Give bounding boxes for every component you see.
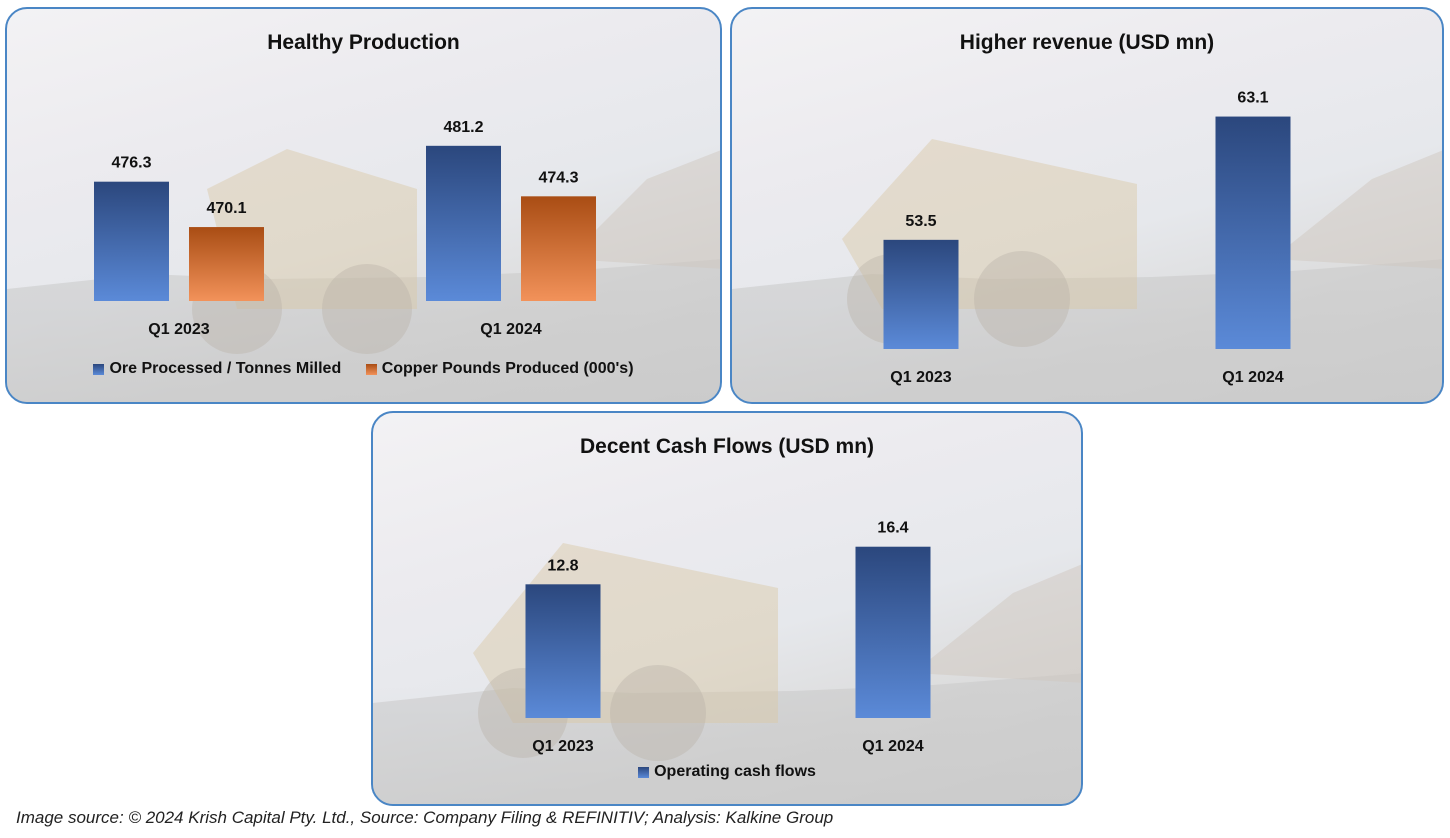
chart-title: Healthy Production bbox=[267, 31, 460, 54]
legend-swatch-blue bbox=[93, 363, 105, 375]
data-label: 12.8 bbox=[547, 557, 578, 574]
x-tick-label: Q1 2024 bbox=[480, 321, 541, 338]
bar-chart-cash-flows: 12.8 Q1 2023 16.4 Q1 2024 bbox=[525, 520, 931, 755]
legend-label: Ore Processed / Tonnes Milled bbox=[109, 360, 342, 377]
x-tick-label: Q1 2023 bbox=[890, 369, 951, 386]
bar-chart-production: 476.3 470.1 Q1 2023 481.2 474.3 Q1 2024 bbox=[94, 119, 596, 338]
bar-operating-cash-flows-q1-2023 bbox=[525, 584, 601, 718]
chart-panel-healthy-production: Healthy Production 476.3 470.1 Q1 2023 481.… bbox=[5, 7, 722, 404]
x-tick-label: Q1 2024 bbox=[862, 738, 923, 755]
chart-title: Decent Cash Flows (USD mn) bbox=[579, 435, 875, 458]
legend-swatch-blue bbox=[638, 766, 650, 778]
bar-ore-processed-tonnes-milled-q1-2023 bbox=[94, 181, 169, 301]
data-label: 16.4 bbox=[877, 520, 908, 537]
legend-item-operating-cash-flows: Operating cash flows bbox=[638, 763, 816, 781]
bar-revenue-q1-2023 bbox=[883, 239, 959, 349]
data-label: 470.1 bbox=[206, 200, 246, 217]
chart-title: Higher revenue (USD mn) bbox=[959, 31, 1215, 54]
legend-item-ore: Ore Processed / Tonnes Milled bbox=[93, 360, 341, 378]
bar-operating-cash-flows-q1-2024 bbox=[855, 546, 931, 718]
data-label: 63.1 bbox=[1237, 90, 1268, 107]
data-label: 474.3 bbox=[538, 169, 578, 186]
legend-swatch-orange bbox=[365, 363, 377, 375]
x-tick-label: Q1 2024 bbox=[1222, 369, 1283, 386]
chart-panel-cash-flows: Decent Cash Flows (USD mn) 12.8 Q1 2023 16… bbox=[371, 411, 1083, 806]
bar-copper-pounds-produced-000-s-q1-2023 bbox=[189, 227, 264, 301]
data-label: 53.5 bbox=[905, 213, 936, 230]
legend-label: Operating cash flows bbox=[654, 763, 816, 780]
chart-panel-higher-revenue: Higher revenue (USD mn) 53.5 Q1 2023 63.1 Q… bbox=[730, 7, 1444, 404]
legend-label: Copper Pounds Produced (000's) bbox=[381, 360, 634, 377]
data-label: 476.3 bbox=[111, 155, 151, 172]
bar-revenue-q1-2024 bbox=[1215, 116, 1291, 349]
chart-legend: Operating cash flows bbox=[373, 763, 1081, 783]
legend-item-copper: Copper Pounds Produced (000's) bbox=[365, 360, 634, 378]
x-tick-label: Q1 2023 bbox=[532, 738, 593, 755]
x-tick-label: Q1 2023 bbox=[148, 321, 209, 338]
chart-legend: Ore Processed / Tonnes Milled Copper Pou… bbox=[7, 360, 720, 380]
data-label: 481.2 bbox=[443, 119, 483, 136]
bar-ore-processed-tonnes-milled-q1-2024 bbox=[426, 145, 501, 301]
bar-chart-revenue: 53.5 Q1 2023 63.1 Q1 2024 bbox=[883, 90, 1291, 386]
bar-copper-pounds-produced-000-s-q1-2024 bbox=[521, 196, 596, 301]
image-source-footer: Image source: © 2024 Krish Capital Pty. … bbox=[16, 808, 834, 827]
